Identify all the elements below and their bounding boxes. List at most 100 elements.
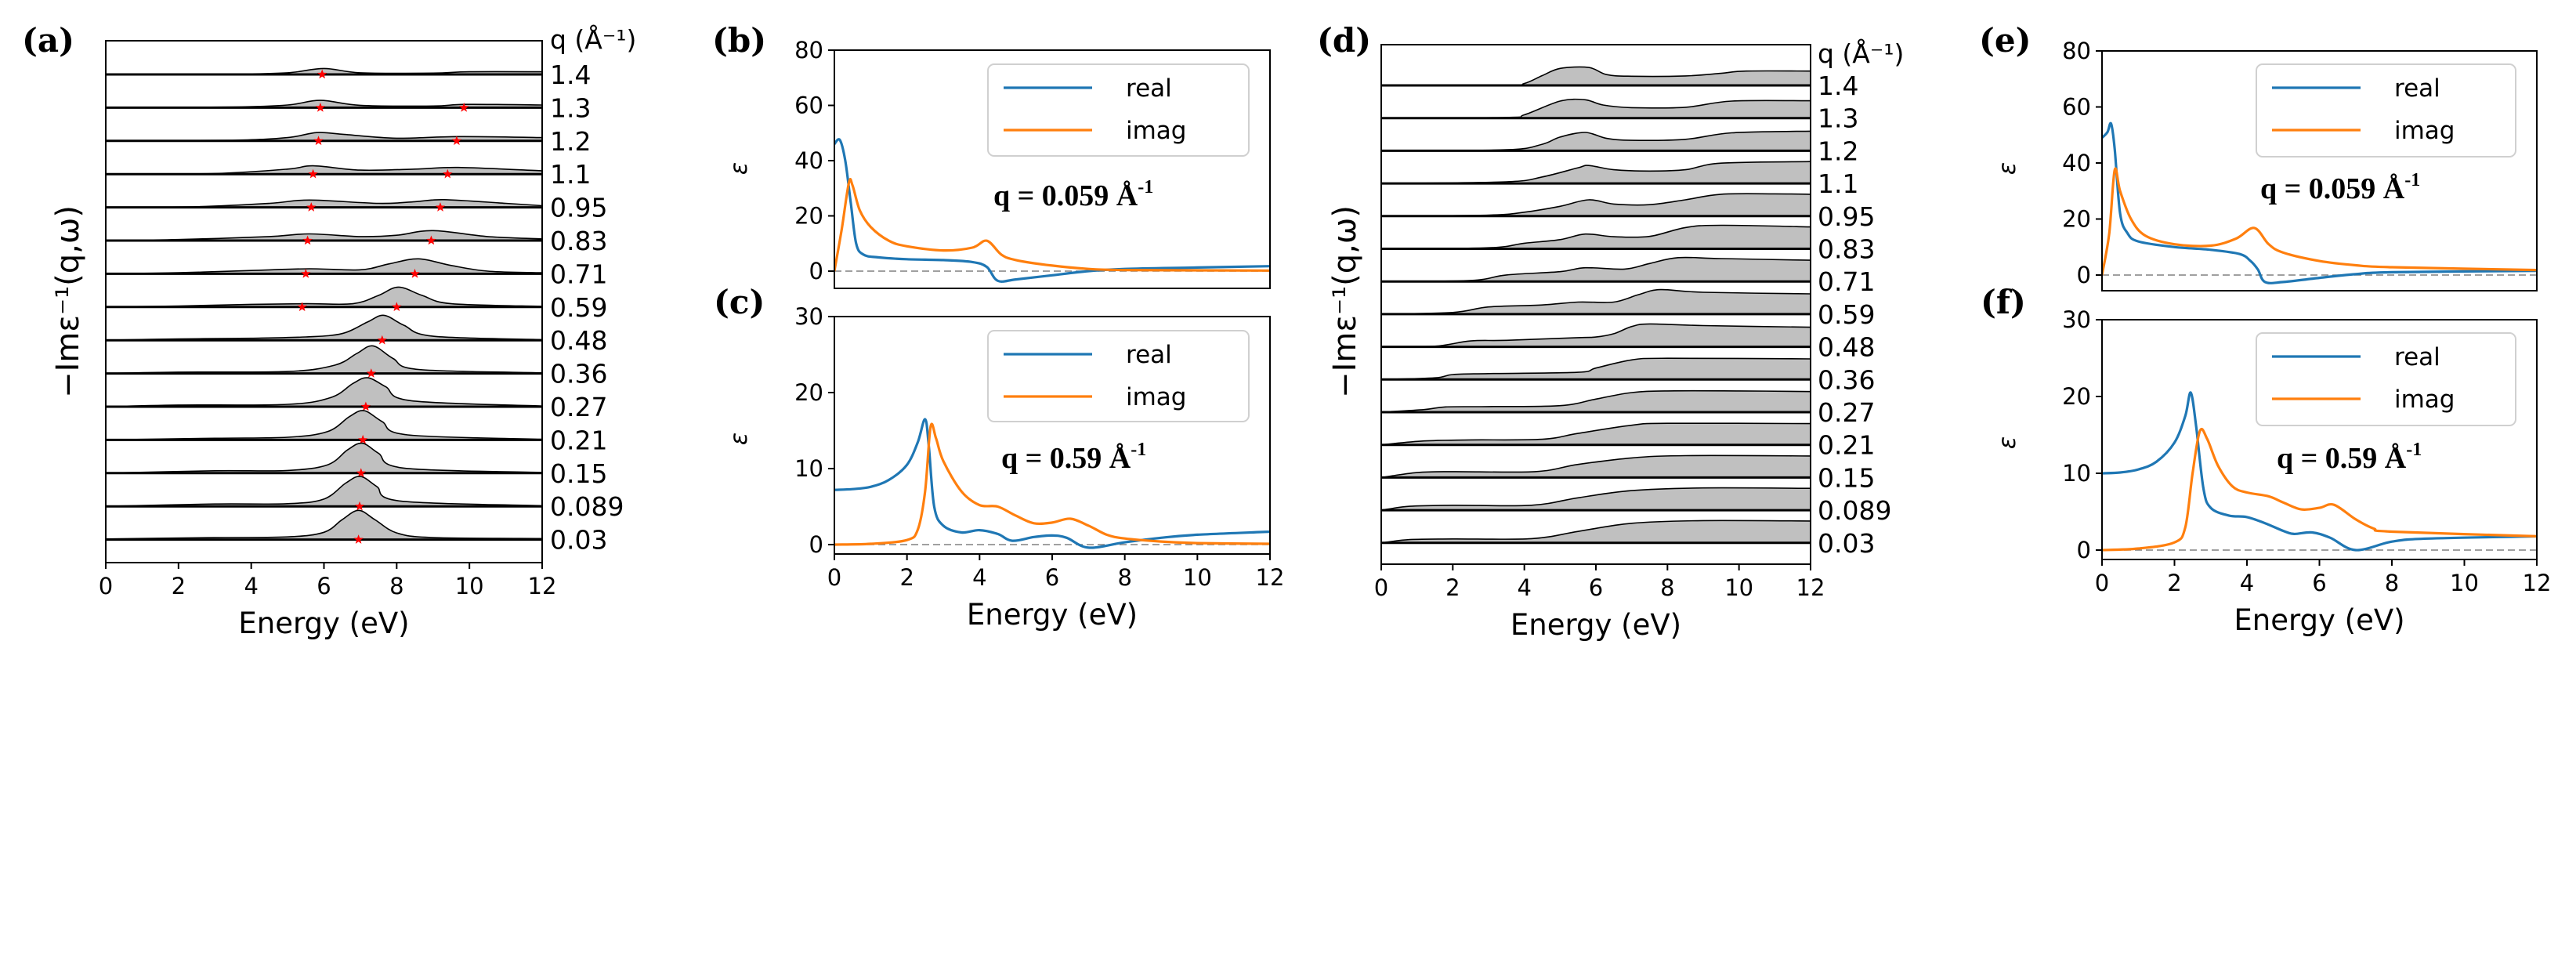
peak-star-marker	[301, 268, 311, 278]
x-tick-label: 8	[1117, 564, 1131, 591]
legend-label-imag: imag	[1126, 117, 1187, 145]
spectrum-fill	[1381, 257, 1811, 282]
q-header: q (Å⁻¹)	[550, 24, 636, 55]
legend: real imag	[987, 63, 1250, 157]
spectrum-line	[1380, 224, 1811, 250]
q-label: 0.15	[1818, 462, 1875, 493]
q-annotation-superscript: -1	[1131, 440, 1146, 460]
x-axis-label: Energy (eV)	[1511, 608, 1681, 642]
q-label: 0.71	[550, 259, 607, 289]
x-tick-label: 6	[2312, 570, 2326, 596]
y-axis-label: ε	[725, 162, 753, 175]
q-label: 1.1	[1818, 168, 1858, 199]
q-label: 0.59	[550, 292, 607, 323]
y-tick-label: 40	[794, 147, 823, 174]
spectrum-q-1.2	[105, 132, 543, 146]
x-tick-label: 8	[389, 573, 403, 599]
q-label: 1.4	[550, 60, 591, 90]
y-tick-label: 10	[2062, 460, 2091, 487]
legend-box	[2256, 332, 2516, 426]
x-tick-label: 6	[1045, 564, 1059, 591]
spectrum-fill	[106, 443, 542, 473]
series-line-imag	[834, 178, 1270, 272]
q-annotation: q = 0.59 Å-1	[1001, 440, 1146, 475]
spectrum-line	[1380, 256, 1811, 282]
spectrum-fill	[106, 199, 542, 208]
spectrum-fill	[106, 378, 542, 407]
spectrum-q-0.15	[1380, 454, 1811, 479]
spectrum-q-0.03	[1380, 520, 1811, 545]
spectrum-q-0.089	[1380, 487, 1811, 512]
q-label: 0.089	[1818, 495, 1891, 526]
q-label: 1.4	[1818, 71, 1858, 101]
y-tick-label: 20	[2062, 206, 2091, 233]
q-label: 0.83	[1818, 234, 1875, 265]
y-axis-label: ε	[1994, 162, 2021, 175]
spectrum-q-1.1	[1380, 161, 1811, 185]
x-tick-label: 10	[1724, 574, 1753, 601]
spectrum-q-0.59	[1380, 288, 1811, 316]
spectrum-q-0.27	[105, 377, 543, 411]
q-label: 0.48	[1818, 332, 1875, 363]
spectrum-fill	[106, 287, 542, 307]
x-axis-label: Energy (eV)	[967, 598, 1138, 632]
spectrum-q-0.15	[105, 442, 543, 478]
y-tick-label: 60	[794, 92, 823, 119]
spectrum-fill	[106, 100, 542, 108]
panel-e: (e) 0 20 40 60 80 ε real imag q = 0.059 Å-1	[1979, 21, 2538, 291]
x-tick-label: 0	[1374, 574, 1388, 601]
x-tick-label: 12	[2523, 570, 2552, 596]
q-label: 0.95	[1818, 201, 1875, 232]
q-annotation-text: q = 0.59 Å	[2277, 442, 2407, 475]
peak-star-marker	[366, 368, 376, 378]
spectrum-q-0.48	[1380, 323, 1811, 349]
q-annotation-text: q = 0.059 Å	[2260, 172, 2405, 205]
spectrum-fill	[106, 510, 542, 540]
y-tick-label: 20	[794, 203, 823, 230]
y-tick-label: 30	[794, 303, 823, 330]
y-axis-label: ε	[1994, 436, 2021, 449]
spectrum-q-0.03	[105, 509, 543, 544]
spectrum-line	[1380, 193, 1811, 217]
spectrum-line	[105, 345, 543, 375]
peak-star-marker	[426, 235, 436, 245]
y-axis-label: ε	[725, 433, 753, 445]
legend-label-imag: imag	[1126, 383, 1187, 411]
spectrum-line	[105, 230, 543, 241]
q-label: 0.27	[1818, 397, 1875, 428]
spectrum-fill	[106, 230, 542, 241]
q-label: 1.3	[550, 92, 591, 123]
y-tick-label: 30	[2062, 306, 2091, 333]
x-tick-label: 4	[2240, 570, 2254, 596]
spectrum-line	[105, 314, 543, 341]
spectrum-q-0.089	[105, 476, 543, 511]
series-line-imag	[2102, 427, 2537, 552]
y-tick-label: 0	[809, 531, 823, 558]
q-annotation-superscript: -1	[1138, 177, 1153, 197]
q-annotation: q = 0.059 Å-1	[2260, 170, 2420, 205]
spectrum-fill	[1381, 487, 1811, 511]
q-label: 0.59	[1818, 299, 1875, 330]
legend-label-real: real	[2394, 74, 2440, 103]
spectrum-q-0.36	[1380, 357, 1811, 381]
x-tick-label: 8	[2385, 570, 2399, 596]
peak-star-marker	[315, 102, 325, 112]
y-tick-label: 60	[2062, 94, 2091, 121]
q-annotation-text: q = 0.59 Å	[1001, 442, 1131, 475]
peak-star-marker	[360, 401, 371, 411]
legend-label-imag: imag	[2394, 117, 2455, 145]
peak-star-marker	[358, 434, 368, 444]
spectrum-q-0.83	[105, 230, 543, 245]
x-tick-label: 10	[1183, 564, 1212, 591]
y-tick-label: 10	[794, 455, 823, 482]
spectrum-line	[1380, 422, 1811, 446]
spectrum-fill	[106, 410, 542, 440]
peak-star-marker	[313, 136, 324, 146]
spectrum-q-1.3	[105, 100, 543, 112]
spectrum-q-1.4	[105, 67, 543, 79]
x-axis-label: Energy (eV)	[2234, 603, 2404, 637]
q-header: q (Å⁻¹)	[1818, 38, 1904, 69]
q-label: 0.95	[550, 193, 607, 223]
spectrum-q-0.48	[105, 314, 543, 345]
